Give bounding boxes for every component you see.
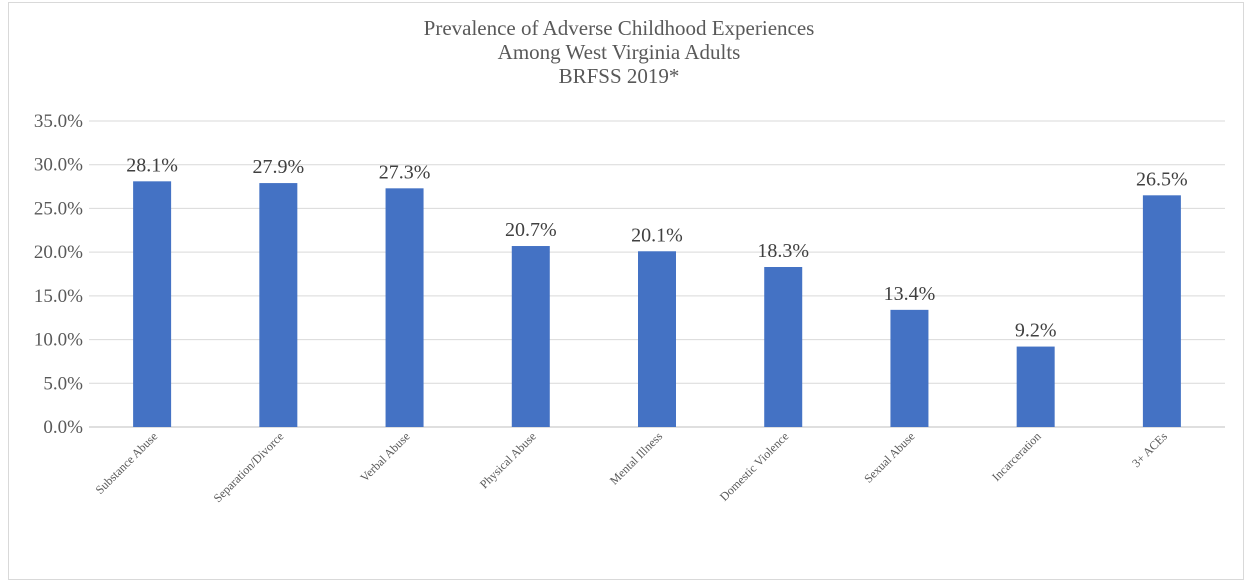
- category-labels: Substance Abuse Separation/Divorce Verbal …: [93, 429, 1171, 505]
- data-label: 27.3%: [379, 161, 431, 183]
- bar: [133, 181, 172, 427]
- category-label: Incarceration: [989, 429, 1044, 484]
- y-tick-label: 35.0%: [34, 111, 83, 132]
- bar: [764, 267, 803, 427]
- bar: [1016, 346, 1055, 427]
- y-tick-label: 25.0%: [34, 198, 83, 219]
- y-tick-label: 30.0%: [34, 155, 83, 176]
- chart-frame: Prevalence of Adverse Childhood Experien…: [8, 2, 1244, 580]
- bars: [133, 181, 1181, 427]
- bar: [511, 246, 550, 427]
- category-label: Verbal Abuse: [357, 429, 412, 484]
- bar: [638, 251, 676, 427]
- data-labels: 28.1% 27.9% 27.3% 20.7% 20.1% 18.3% 13.4% 9.2% 2…: [126, 154, 1187, 341]
- bar: [259, 183, 298, 427]
- bar: [890, 309, 929, 427]
- chart-title-line-3: BRFSS 2019*: [559, 64, 680, 88]
- category-label: Physical Abuse: [477, 429, 539, 491]
- category-label: Mental Illness: [607, 429, 665, 487]
- y-tick-label: 10.0%: [34, 330, 83, 351]
- y-tick-label: 0.0%: [43, 417, 83, 438]
- y-axis-tick-labels: 0.0% 5.0% 10.0% 15.0% 20.0% 25.0% 30.0% 35.0%: [34, 111, 83, 438]
- data-label: 18.3%: [757, 240, 809, 262]
- y-tick-label: 5.0%: [43, 373, 83, 394]
- category-label: Sexual Abuse: [861, 429, 917, 485]
- bar: [385, 188, 424, 427]
- category-label: Separation/Divorce: [211, 429, 287, 505]
- category-label: Domestic Violence: [717, 429, 792, 504]
- data-label: 27.9%: [252, 156, 304, 178]
- category-label: Substance Abuse: [93, 429, 161, 497]
- category-label: 3+ ACEs: [1129, 429, 1170, 470]
- chart-title-line-2: Among West Virginia Adults: [498, 40, 741, 64]
- data-label: 9.2%: [1015, 320, 1057, 342]
- chart-title: Prevalence of Adverse Childhood Experien…: [424, 16, 815, 88]
- data-label: 20.1%: [631, 224, 683, 246]
- bar: [1142, 195, 1181, 427]
- chart-title-line-1: Prevalence of Adverse Childhood Experien…: [424, 16, 815, 40]
- data-label: 20.7%: [505, 219, 557, 241]
- y-tick-label: 15.0%: [34, 286, 83, 307]
- data-label: 13.4%: [884, 283, 936, 305]
- y-tick-label: 20.0%: [34, 242, 83, 263]
- data-label: 28.1%: [126, 154, 178, 176]
- data-label: 26.5%: [1136, 168, 1188, 190]
- bar-chart: Prevalence of Adverse Childhood Experien…: [34, 16, 1225, 505]
